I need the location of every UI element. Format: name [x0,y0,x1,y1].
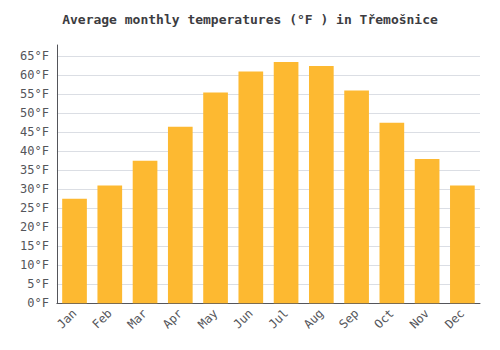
svg-text:Oct: Oct [372,306,397,331]
svg-text:55°F: 55°F [20,87,49,101]
svg-text:Jun: Jun [231,306,256,331]
svg-text:Feb: Feb [90,306,115,331]
svg-text:5°F: 5°F [27,277,49,291]
svg-text:15°F: 15°F [20,239,49,253]
svg-text:40°F: 40°F [20,144,49,158]
svg-text:Sep: Sep [336,306,361,331]
svg-text:Aug: Aug [301,306,326,331]
svg-text:Dec: Dec [442,306,467,331]
svg-text:May: May [195,306,220,331]
svg-text:35°F: 35°F [20,163,49,177]
svg-text:Jul: Jul [266,306,291,331]
svg-text:60°F: 60°F [20,68,49,82]
svg-text:Mar: Mar [125,306,150,331]
svg-text:Nov: Nov [407,306,432,331]
svg-text:Jan: Jan [54,306,79,331]
svg-text:10°F: 10°F [20,258,49,272]
svg-text:30°F: 30°F [20,182,49,196]
svg-text:65°F: 65°F [20,49,49,63]
svg-text:0°F: 0°F [27,296,49,310]
svg-text:25°F: 25°F [20,201,49,215]
svg-text:20°F: 20°F [20,220,49,234]
svg-text:Average monthly temperatures (: Average monthly temperatures (°F ) in Tř… [62,12,438,27]
svg-text:Apr: Apr [160,306,185,331]
svg-text:50°F: 50°F [20,106,49,120]
svg-text:45°F: 45°F [20,125,49,139]
